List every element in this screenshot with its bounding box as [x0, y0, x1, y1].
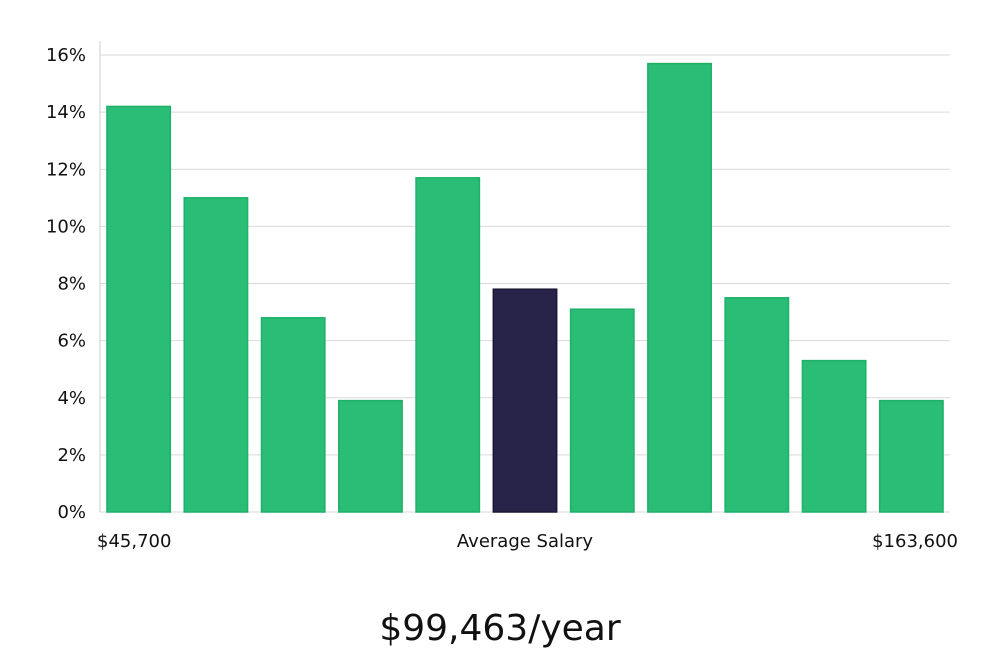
y-tick-label: 6% [57, 331, 86, 352]
bars [106, 62, 944, 513]
average-salary-value: $99,463/year [379, 608, 621, 649]
y-tick-label: 14% [46, 102, 86, 123]
y-tick-label: 10% [46, 216, 86, 237]
bar [260, 317, 326, 513]
bar [183, 197, 249, 513]
bar [878, 399, 944, 513]
salary-distribution-chart: 0% 2% 4% 6% 8% 10% 12% 14% 16% $45,700 Average S… [46, 41, 958, 552]
y-tick-label: 4% [57, 388, 86, 409]
bar [724, 297, 790, 513]
bar [338, 399, 403, 513]
bar [415, 177, 481, 513]
y-tick-label: 16% [46, 45, 86, 66]
bar [801, 359, 867, 513]
y-tick-label: 12% [46, 159, 86, 180]
bar-highlighted [492, 288, 558, 513]
x-axis-max-label: $163,600 [872, 531, 958, 552]
x-axis-center-label: Average Salary [457, 531, 594, 552]
bar [647, 62, 712, 513]
bar [106, 105, 172, 513]
y-tick-label: 2% [57, 445, 86, 466]
y-axis-tick-labels: 0% 2% 4% 6% 8% 10% 12% 14% 16% [46, 45, 86, 523]
x-axis-min-label: $45,700 [97, 531, 171, 552]
bar [569, 308, 635, 513]
y-tick-label: 8% [57, 274, 86, 295]
y-tick-label: 0% [57, 502, 86, 523]
